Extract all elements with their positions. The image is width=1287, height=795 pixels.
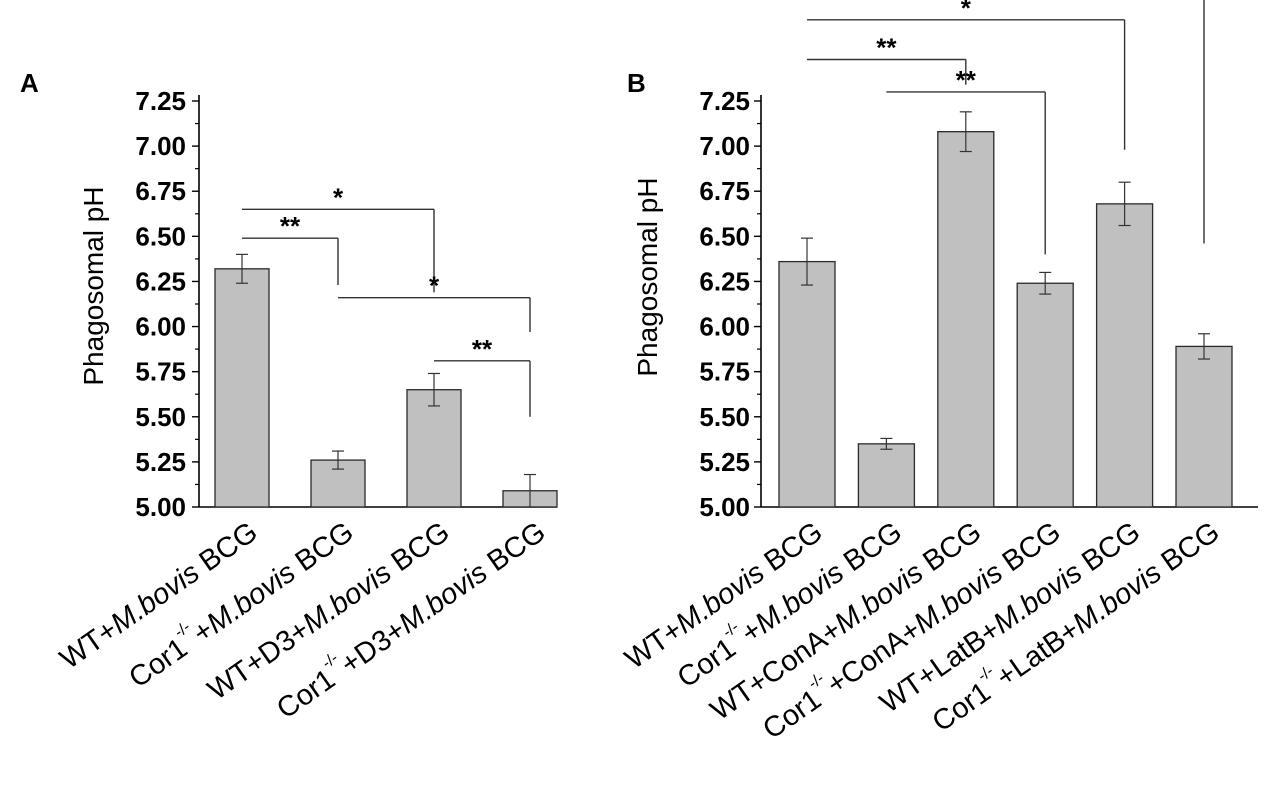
chart-b-ytick-label: 6.75: [699, 176, 750, 206]
chart-b-ytick-label: 5.00: [699, 492, 750, 522]
chart-a-y-axis-title: Phagosomal pH: [78, 186, 109, 385]
chart-a-ytick-label: 5.25: [135, 447, 186, 477]
chart-a-significance-label: **: [472, 334, 493, 364]
chart-a-ytick-label: 6.25: [135, 266, 186, 296]
chart-a-significance-label: **: [280, 211, 301, 241]
chart-a-significance-label: *: [333, 182, 344, 212]
chart-a-significance-label: *: [429, 271, 440, 301]
chart-b-bar: [937, 131, 995, 508]
chart-a-ytick-label: 6.75: [135, 176, 186, 206]
chart-b-ytick-label: 5.25: [699, 447, 750, 477]
chart-a-ytick-label: 5.00: [135, 492, 186, 522]
chart-b-y-axis-title: Phagosomal pH: [632, 177, 663, 376]
chart-a-ytick-label: 5.75: [135, 357, 186, 387]
chart-b-ytick-label: 7.00: [699, 131, 750, 161]
chart-b-ytick-label: 7.25: [699, 86, 750, 116]
chart-a-ytick-label: 5.50: [135, 402, 186, 432]
chart-b-ytick-label: 6.50: [699, 221, 750, 251]
panel-letter-b: B: [627, 68, 646, 98]
chart-b-bar: [857, 443, 916, 508]
chart-b-ytick-label: 5.50: [699, 402, 750, 432]
chart-a-ytick-label: 6.50: [135, 221, 186, 251]
chart-b-ytick-label: 5.75: [699, 357, 750, 387]
chart-a-ytick-label: 7.25: [135, 86, 186, 116]
chart-b-significance-label: **: [956, 65, 977, 95]
chart-a-bar: [214, 268, 270, 508]
chart-b-bar: [1175, 345, 1233, 508]
panel-letter-a: A: [20, 68, 39, 98]
chart-b-bar: [1095, 203, 1154, 508]
chart-b-significance-label: **: [876, 32, 897, 62]
chart-a-ytick-label: 7.00: [135, 131, 186, 161]
chart-b-ytick-label: 6.25: [699, 266, 750, 296]
chart-b: 5.00 5.25 5.50 5.75 6.00 6.25 6.50 6.75 7.00 7.25…: [619, 0, 1258, 746]
chart-a-ytick-label: 6.00: [135, 312, 186, 342]
chart-b-significance-label: *: [961, 0, 972, 23]
chart-a-bar: [406, 389, 462, 508]
chart-a: 5.00 5.25 5.50 5.75 6.00 6.25 6.50 6.75 7.00 7.25…: [54, 86, 558, 726]
chart-b-ytick-label: 6.00: [699, 312, 750, 342]
chart-b-bar: [1016, 282, 1074, 508]
chart-b-bar: [778, 260, 836, 508]
